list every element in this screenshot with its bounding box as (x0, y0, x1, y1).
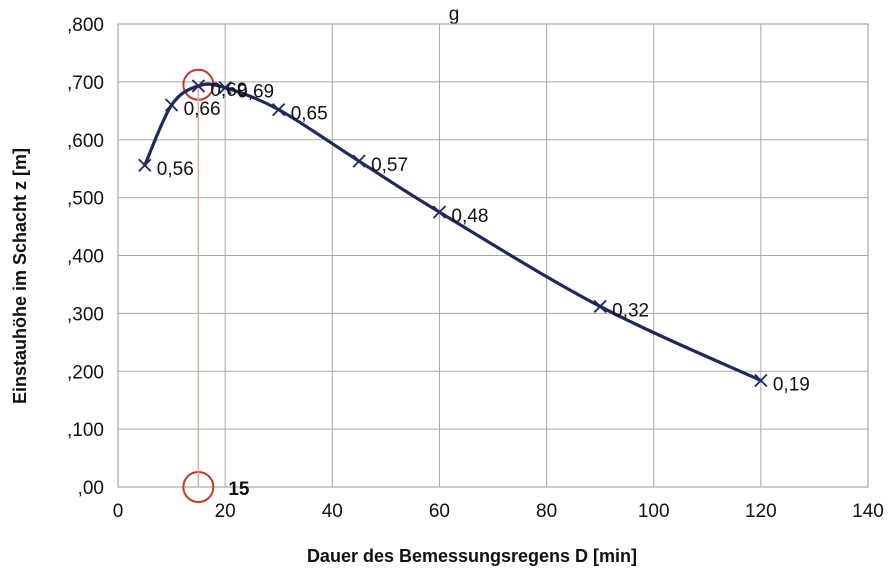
chart-title: g (449, 4, 460, 25)
x-tick-label: 140 (852, 501, 884, 522)
data-label: 0,19 (773, 375, 810, 396)
data-point (191, 79, 205, 93)
y-tick-label: ,00 (78, 478, 104, 499)
x-tick-label: 120 (745, 501, 777, 522)
data-point (432, 205, 447, 219)
x-tick-label: 100 (638, 501, 670, 522)
data-point (352, 154, 366, 168)
y-tick-label: ,500 (67, 189, 104, 210)
data-label: 0,69 (237, 82, 274, 103)
data-point (138, 158, 152, 172)
data-label: 0,48 (451, 206, 488, 227)
x-tick-label: 40 (322, 501, 343, 522)
data-label: 0,57 (371, 155, 408, 176)
data-point (754, 373, 768, 388)
data-point (164, 98, 179, 112)
axes: ,00 ,100 ,200 ,300 ,400 ,500 ,600 ,700 ,800 0 20 40… (67, 15, 884, 522)
data-label: 0,32 (612, 300, 649, 321)
y-tick-label: ,300 (67, 304, 104, 325)
y-tick-label: ,200 (67, 362, 104, 383)
data-labels: 0,560,660,690,690,650,570,480,320,19 (157, 80, 810, 396)
y-tick-label: ,600 (67, 131, 104, 152)
series (138, 79, 768, 388)
x-tick-label: 0 (113, 501, 124, 522)
data-point (593, 299, 607, 314)
data-label: 0,66 (184, 99, 221, 120)
x-tick-label: 60 (429, 501, 450, 522)
y-axis-title: Einstauhöhe im Schacht z [m] (10, 148, 30, 404)
x-axis-title: Dauer des Bemessungsregens D [min] (307, 546, 637, 566)
y-tick-label: ,100 (67, 420, 104, 441)
y-tick-label: ,700 (67, 73, 104, 94)
series-line (143, 82, 763, 383)
grid (117, 23, 869, 488)
x-tick-label: 80 (536, 501, 557, 522)
annotations: 15 (182, 68, 250, 503)
data-label: 0,65 (291, 104, 328, 125)
data-point (272, 103, 286, 117)
y-tick-label: ,800 (67, 15, 104, 36)
data-label: 0,69 (210, 80, 247, 101)
y-tick-label: ,400 (67, 247, 104, 268)
annotation-label: 15 (228, 479, 250, 500)
data-point (218, 81, 232, 95)
x-tick-label: 20 (215, 501, 236, 522)
data-label: 0,56 (157, 159, 194, 180)
